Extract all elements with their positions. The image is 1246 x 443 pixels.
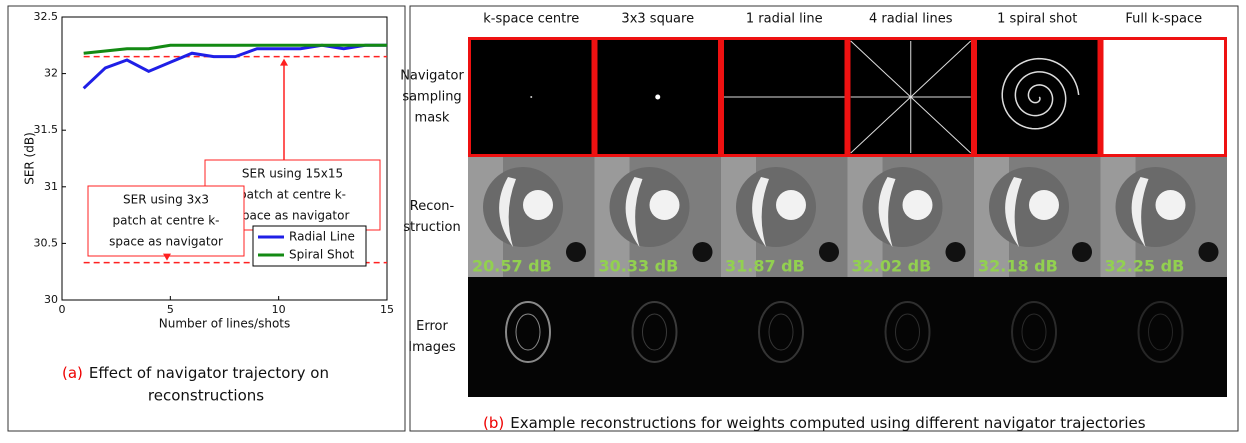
ser-label: 31.87 dB [725,257,805,276]
y-tick-label: 31.5 [34,123,59,136]
error-image [974,277,1101,397]
caption-a: (a) Effect of navigator trajectory on [62,364,329,382]
row-label: sampling [402,90,461,105]
error-image [468,277,595,397]
row-label: mask [415,111,450,126]
y-tick-label: 31 [44,180,58,193]
recon-dark [819,242,839,262]
ser-label: 32.25 dB [1105,257,1185,276]
recon-dark [693,242,713,262]
recon-disk [1156,190,1186,220]
caption-text: reconstructions [148,387,264,405]
annotation-text: space as navigator [109,235,223,249]
row-label: Recon- [410,199,455,214]
x-axis-label: Number of lines/shots [159,317,291,331]
annotation-text: space as navigator [236,209,350,223]
mask-dot [530,96,532,98]
caption-b: (b) Example reconstructions for weights c… [483,414,1146,432]
column-header: 3x3 square [621,12,694,27]
y-tick-label: 30.5 [34,236,59,249]
annotation-text: patch at centre k- [239,188,346,202]
error-image [1101,277,1228,397]
column-header: Full k-space [1125,12,1202,27]
ser-label: 30.33 dB [599,257,679,276]
caption-text: Effect of navigator trajectory on [89,364,329,382]
annotation-text: patch at centre k- [112,214,219,228]
ser-label: 32.02 dB [852,257,932,276]
recon-disk [650,190,680,220]
x-tick-label: 10 [272,303,286,316]
ser-label: 32.18 dB [978,257,1058,276]
y-tick-label: 30 [44,293,58,306]
row-label: Images [408,340,456,355]
mask-image [1102,39,1226,156]
mask-dot [655,95,660,100]
annotation-text: SER using 15x15 [242,167,343,181]
error-image [595,277,722,397]
recon-dark [1072,242,1092,262]
caption-text: Example reconstructions for weights comp… [510,414,1146,432]
annotation-text: SER using 3x3 [123,193,209,207]
column-header: k-space centre [483,12,579,27]
figure: 30 30.5 31 31.5 32 32.5 0 5 10 15 Number of lines/… [0,0,1246,439]
legend-label: Spiral Shot [289,248,355,262]
error-image [848,277,975,397]
x-tick-label: 15 [380,303,394,316]
legend-label: Radial Line [289,230,355,244]
y-tick-label: 32.5 [34,10,59,23]
recon-disk [1029,190,1059,220]
x-tick-label: 0 [59,303,66,316]
recon-dark [1199,242,1219,262]
row-label: struction [403,220,461,235]
error-image [721,277,848,397]
caption-label: (a) [62,364,83,382]
y-axis-label: SER (dB) [23,132,37,185]
row-label: Navigator [400,69,464,84]
column-header: 1 spiral shot [997,12,1077,27]
recon-disk [776,190,806,220]
x-tick-label: 5 [167,303,174,316]
mask-image [976,39,1100,156]
ser-label: 20.57 dB [472,257,552,276]
recon-dark [566,242,586,262]
recon-dark [946,242,966,262]
recon-disk [903,190,933,220]
column-header: 1 radial line [746,12,823,27]
row-label: Error [416,319,448,334]
caption-label: (b) [483,414,504,432]
column-header: 4 radial lines [869,12,953,27]
recon-disk [523,190,553,220]
y-tick-label: 32 [44,67,58,80]
